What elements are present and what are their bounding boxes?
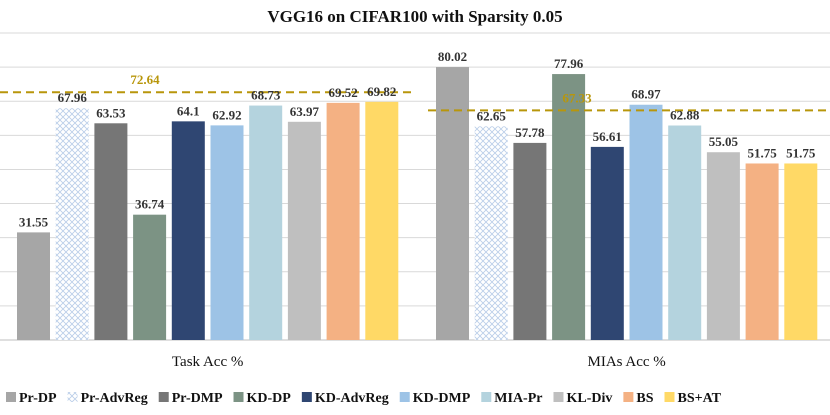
reference-lines: 72.64 67.33 [0,72,830,112]
bar-value-label: 69.52 [328,85,357,100]
bar-value-label: 62.65 [477,108,507,123]
bar-pr-dmp-0 [94,123,128,340]
bar-value-label: 55.05 [709,134,739,149]
legend-label: Pr-DP [19,391,57,406]
bar-kl-div-1 [706,152,740,340]
bar-value-label: 62.92 [212,107,241,122]
legend-swatch [664,392,675,402]
legend-swatch [67,392,78,402]
category-label: MIAs Acc % [587,354,665,370]
bar-kd-dmp-0 [210,125,244,340]
bar-kd-dp-0 [133,214,167,340]
bar-pr-dp-1 [436,67,469,340]
bar-kd-advreg-1 [590,146,624,340]
bar-bs-1 [745,163,779,340]
bar-value-label: 77.96 [554,56,584,71]
legend-label: KL-Div [566,391,612,406]
bar-value-label: 51.75 [786,145,816,160]
legend-swatch [158,392,169,402]
bar-kd-advreg-0 [171,121,205,340]
bar-kl-div-0 [287,121,321,340]
chart-title: VGG16 on CIFAR100 with Sparsity 0.05 [267,7,562,26]
bar-value-label: 80.02 [438,49,467,64]
legend-swatch [623,392,634,402]
bar-mia-pr-0 [249,105,283,340]
legend-label: KD-AdvReg [315,391,389,406]
legend-label: KD-DP [247,391,292,406]
bar-value-label: 31.55 [19,214,49,229]
legend-swatch [553,392,564,402]
reference-line-label: 72.64 [130,72,160,87]
bar-mia-pr-1 [668,125,702,340]
bar-value-label: 64.1 [177,103,200,118]
bar-value-label: 63.53 [96,105,126,120]
reference-line-label: 67.33 [562,90,592,105]
legend-label: BS+AT [678,391,722,406]
bar-pr-advreg-1 [474,126,508,341]
value-labels: 31.55 67.96 63.53 36.74 64.1 62.92 68.73 63.97 6… [19,49,816,229]
bar-value-label: 56.61 [593,129,622,144]
bar-pr-dmp-1 [513,142,547,340]
legend-swatch [481,392,492,402]
bar-value-label: 67.96 [58,90,88,105]
legend-swatch [233,392,244,402]
legend: Pr-DP Pr-AdvReg Pr-DMP KD-DP KD-AdvReg KD-DMP… [6,391,722,406]
bar-value-label: 68.73 [251,88,281,103]
bar-pr-advreg-0 [55,108,89,341]
legend-label: BS [636,391,653,406]
category-label: Task Acc % [172,354,243,370]
bar-pr-dp-0 [17,232,50,340]
legend-swatch [6,392,16,402]
bar-value-label: 62.88 [670,108,700,123]
legend-label: Pr-AdvReg [81,391,148,406]
bar-value-label: 68.97 [631,87,661,102]
bar-bs-0 [326,102,360,340]
bar-value-label: 57.78 [515,125,545,140]
legend-swatch [399,392,410,402]
bars [17,67,818,341]
category-labels: Task Acc % MIAs Acc % [172,354,666,370]
legend-swatch [301,392,312,402]
legend-label: MIA-Pr [494,391,542,406]
bar-bs-at-0 [365,101,399,341]
bar-value-label: 51.75 [747,145,777,160]
legend-label: KD-DMP [413,391,471,406]
bar-value-label: 36.74 [135,197,165,212]
legend-label: Pr-DMP [172,391,223,406]
bar-kd-dp-1 [552,74,586,341]
bar-value-label: 69.82 [367,84,396,99]
bar-bs-at-1 [784,163,818,340]
bar-value-label: 63.97 [290,104,320,119]
bar-kd-dmp-1 [629,104,663,341]
